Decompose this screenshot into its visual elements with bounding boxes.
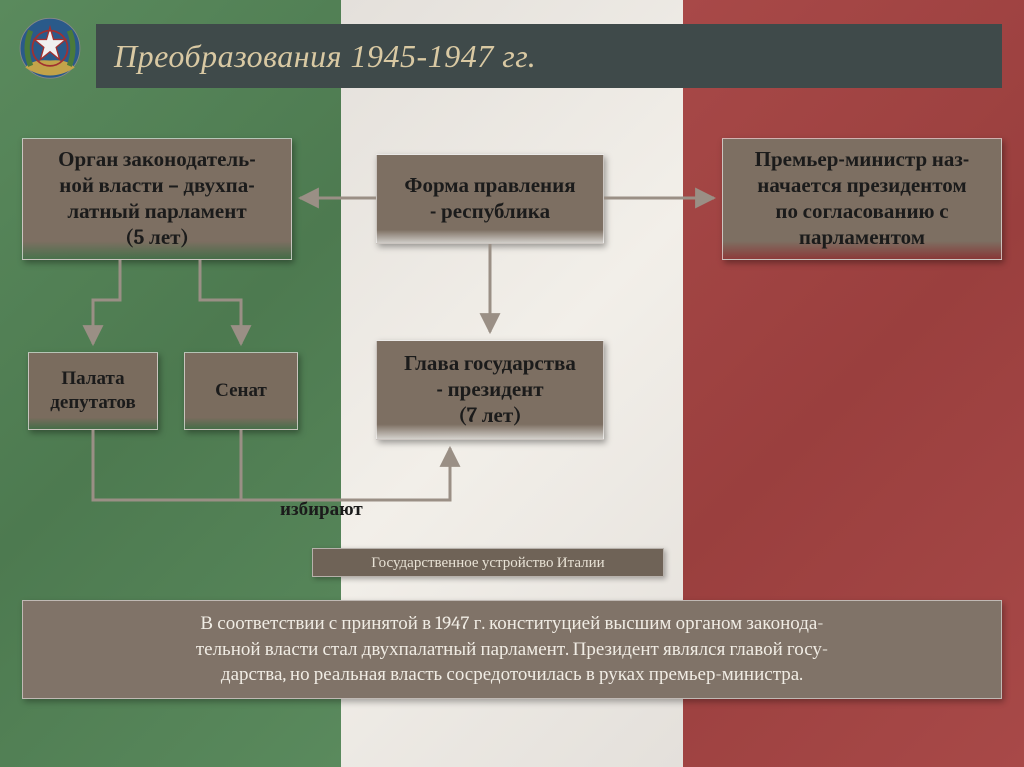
badge-text: Государственное устройство Италии xyxy=(371,553,604,571)
box-head-text: Глава государства - президент (7 лет) xyxy=(404,351,576,430)
box-prime-minister: Премьер-министр наз- начается президенто… xyxy=(722,138,1002,260)
subtitle-badge: Государственное устройство Италии xyxy=(312,548,664,577)
italy-emblem-icon xyxy=(6,6,94,94)
slide-title: Преобразования 1945-1947 гг. xyxy=(114,38,536,75)
box-head-of-state: Глава государства - президент (7 лет) xyxy=(376,340,604,440)
box-legislative: Орган законодатель- ной власти – двухпа-… xyxy=(22,138,292,260)
box-pm-text: Премьер-министр наз- начается президенто… xyxy=(755,147,970,252)
box-form-of-government: Форма правления - республика xyxy=(376,154,604,244)
box-chamber-deputies: Палата депутатов xyxy=(28,352,158,430)
box-senate: Сенат xyxy=(184,352,298,430)
label-elect: избирают xyxy=(280,498,363,521)
box-legislative-text: Орган законодатель- ной власти – двухпа-… xyxy=(58,147,256,252)
bottom-note: В соответствии с принятой в 1947 г. конс… xyxy=(22,600,1002,699)
box-deputies-text: Палата депутатов xyxy=(50,367,135,415)
box-senate-text: Сенат xyxy=(215,379,267,403)
box-form-text: Форма правления - республика xyxy=(404,173,575,226)
note-text: В соответствии с принятой в 1947 г. конс… xyxy=(196,612,828,685)
title-bar: Преобразования 1945-1947 гг. xyxy=(96,24,1002,88)
